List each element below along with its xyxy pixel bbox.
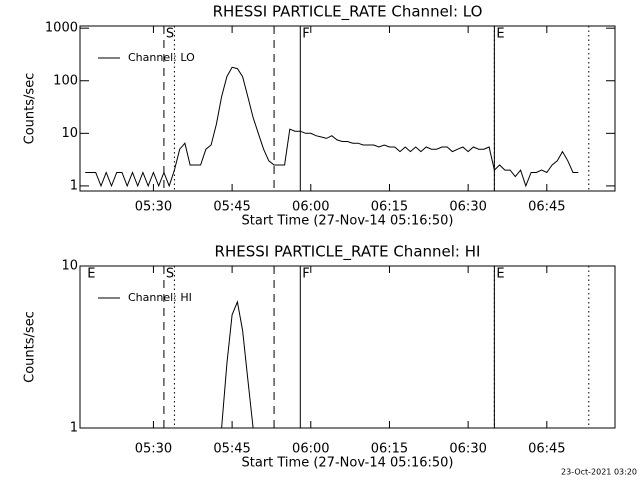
chart-title: RHESSI PARTICLE_RATE Channel: HI (215, 243, 481, 262)
y-tick-label: 1000 (45, 21, 78, 36)
marker-label: E (87, 267, 95, 282)
chart-title: RHESSI PARTICLE_RATE Channel: LO (213, 3, 483, 22)
marker-label: S (166, 27, 174, 42)
data-line (221, 300, 254, 429)
y-tick-label: 100 (53, 73, 78, 88)
legend-label: Channel: HI (128, 291, 192, 304)
footer: 23-Oct-2021 03:20 (561, 468, 637, 477)
data-line (85, 66, 579, 188)
marker-label: E (496, 267, 504, 282)
x-tick-label: 06:45 (528, 200, 565, 215)
x-tick-label: 05:30 (135, 200, 172, 215)
x-tick-label: 06:15 (371, 442, 408, 457)
plot-frame (79, 25, 616, 192)
x-tick-label: 06:30 (449, 200, 486, 215)
y-tick-label: 10 (61, 126, 78, 141)
x-axis-label: Start Time (27-Nov-14 05:16:50) (242, 456, 454, 471)
y-tick-label: 10 (61, 259, 78, 274)
marker-label: F (302, 27, 309, 42)
y-tick-label: 1 (70, 421, 78, 436)
x-tick-label: 06:45 (528, 442, 565, 457)
plot-frame (79, 265, 616, 429)
x-tick-label: 06:00 (292, 442, 329, 457)
x-tick-label: 05:45 (213, 442, 250, 457)
x-tick-label: 06:30 (449, 442, 486, 457)
x-axis-label: Start Time (27-Nov-14 05:16:50) (242, 214, 454, 229)
marker-label: E (496, 27, 504, 42)
x-tick-label: 06:15 (371, 200, 408, 215)
legend-label: Channel: LO (128, 51, 195, 64)
marker-label: S (166, 267, 174, 282)
y-axis-label: Counts/sec (23, 311, 38, 383)
x-tick-label: 06:00 (292, 200, 329, 215)
x-tick-label: 05:45 (213, 200, 250, 215)
y-tick-label: 1 (70, 178, 78, 193)
x-tick-label: 05:30 (135, 442, 172, 457)
y-axis-label: Counts/sec (23, 73, 38, 145)
marker-label: F (302, 267, 309, 282)
